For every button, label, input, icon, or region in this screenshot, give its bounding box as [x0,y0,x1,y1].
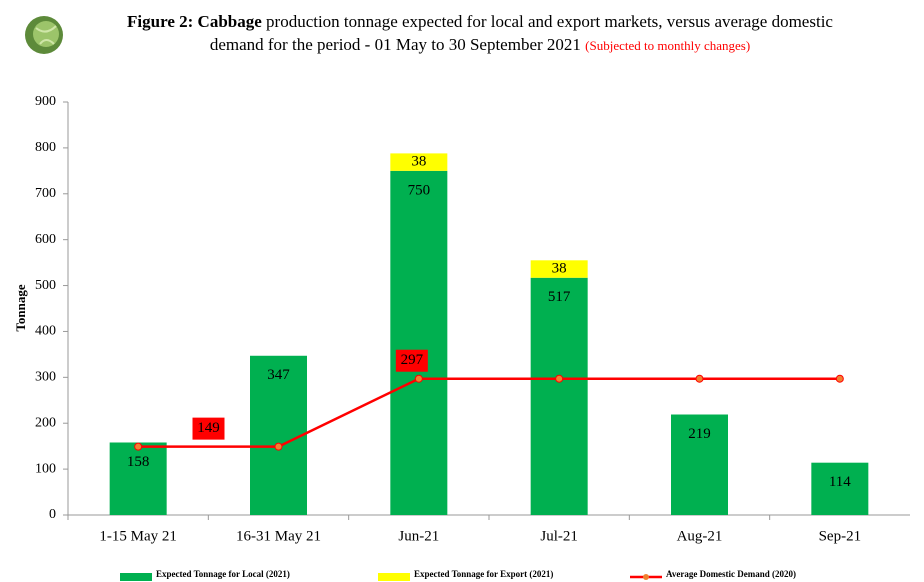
y-tick-label: 500 [35,278,56,293]
bar-value-label: 750 [408,182,431,198]
y-axis-label: Tonnage [13,284,28,331]
y-tick-label: 600 [35,232,56,247]
page: Figure 2: Cabbage production tonnage exp… [0,0,924,582]
chart: Tonnage 0 100 200 300 400 500 600 700 800 900 1-15… [0,0,924,582]
x-tick-label: 16-31 May 21 [236,528,321,544]
x-tick-label: Aug-21 [677,528,723,544]
bar [531,278,588,515]
bar-value-label: 158 [127,454,150,470]
legend-marker [643,574,649,580]
legend-swatch [378,573,410,581]
legend-swatch [120,573,152,581]
y-tick-label: 900 [35,94,56,109]
y-tick-label: 700 [35,186,56,201]
line [138,379,840,447]
legend-label: Average Domestic Demand (2020) [666,569,796,579]
bar-value-label: 38 [552,260,567,276]
y-tick-label: 200 [35,415,56,430]
cabbage-icon [25,16,63,54]
line-marker [696,375,703,382]
y-tick-label: 100 [35,461,56,476]
line-marker [415,375,422,382]
line-value-label: 149 [197,420,220,436]
y-tick-label: 400 [35,324,56,339]
bar-value-label: 347 [267,367,290,383]
line-value-label: 297 [401,352,424,368]
bar-value-label: 219 [688,426,711,442]
y-tick-label: 300 [35,370,56,385]
x-tick-label: Jun-21 [398,528,439,544]
bar-value-label: 114 [829,474,851,490]
line-marker [836,375,843,382]
bar-value-label: 38 [411,154,426,170]
x-tick-label: Jul-21 [540,528,578,544]
x-tick-label: 1-15 May 21 [99,528,177,544]
line-marker [135,443,142,450]
line-marker [275,443,282,450]
y-tick-label: 0 [49,507,56,522]
legend-label: Expected Tonnage for Local (2021) [156,569,290,579]
x-tick-label: Sep-21 [819,528,862,544]
y-tick-label: 800 [35,140,56,155]
legend-label: Expected Tonnage for Export (2021) [414,569,553,579]
bar-value-label: 517 [548,289,571,305]
bar [390,171,447,515]
line-marker [556,375,563,382]
